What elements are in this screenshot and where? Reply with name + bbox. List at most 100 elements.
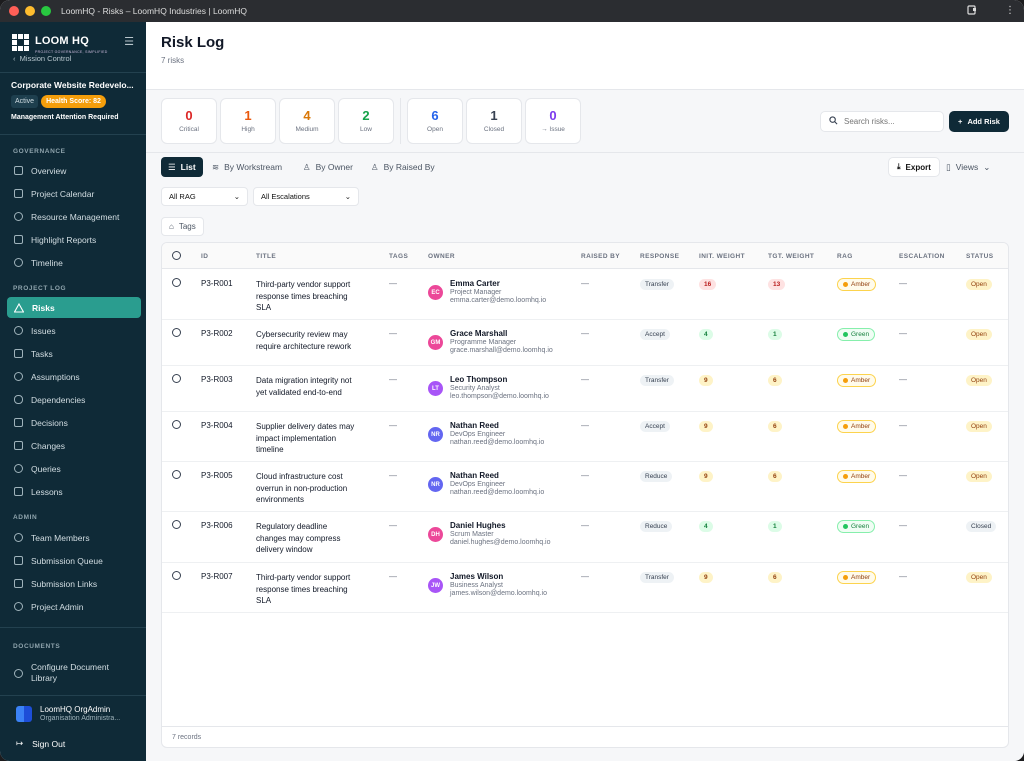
- table-row[interactable]: P3-R003 Data migration integrity not yet …: [162, 366, 1008, 412]
- sidebar-item-changes[interactable]: Changes: [7, 435, 141, 456]
- add-risk-button[interactable]: + Add Risk: [949, 111, 1009, 132]
- user-profile[interactable]: LoomHQ OrgAdmin Organisation Administra.…: [16, 705, 120, 722]
- init-weight-badge: 9: [699, 572, 713, 583]
- sidebar-item-resource-management[interactable]: Resource Management: [7, 206, 141, 227]
- risk-title[interactable]: Cloud infrastructure cost overrun in non-…: [256, 472, 348, 504]
- rag-filter[interactable]: All RAG ⌄: [161, 187, 248, 206]
- stat-to-issue[interactable]: 0 → Issue: [525, 98, 581, 144]
- tab-by-raised-by[interactable]: ♙ By Raised By: [371, 161, 435, 173]
- table-row[interactable]: P3-R002 Cybersecurity review may require …: [162, 320, 1008, 366]
- sidebar-item-tasks[interactable]: Tasks: [7, 343, 141, 364]
- search-input[interactable]: [844, 117, 934, 126]
- stat-medium[interactable]: 4 Medium: [279, 98, 335, 144]
- owner-avatar: EC: [428, 285, 443, 300]
- sidebar-item-submission-queue[interactable]: Submission Queue: [7, 550, 141, 571]
- risk-title[interactable]: Regulatory deadline changes may compress d…: [256, 522, 341, 554]
- sidebar-item-highlight-reports[interactable]: Highlight Reports: [7, 229, 141, 250]
- user-icon: ♙: [303, 161, 311, 172]
- sidebar-item-timeline[interactable]: Timeline: [7, 252, 141, 273]
- status-badge: Open: [966, 421, 992, 432]
- section-documents: DOCUMENTS: [13, 643, 61, 650]
- close-window-button[interactable]: [9, 6, 19, 16]
- maximize-window-button[interactable]: [41, 6, 51, 16]
- tgt-weight-badge: 1: [768, 521, 782, 532]
- sidebar-item-team-members[interactable]: Team Members: [7, 527, 141, 548]
- sidebar-item-overview[interactable]: Overview: [7, 160, 141, 181]
- stat-open[interactable]: 6 Open: [407, 98, 463, 144]
- sidebar-item-dependencies[interactable]: Dependencies: [7, 389, 141, 410]
- risk-id[interactable]: P3-R001: [201, 279, 233, 288]
- sidebar-item-issues[interactable]: Issues: [7, 320, 141, 341]
- tab-list[interactable]: ☰ List: [161, 157, 203, 177]
- owner-info: Emma Carter Project Manager emma.carter@…: [450, 279, 547, 304]
- sidebar-item-assumptions[interactable]: Assumptions: [7, 366, 141, 387]
- section-project-log: PROJECT LOG: [13, 285, 67, 292]
- row-checkbox[interactable]: [172, 420, 181, 429]
- raised-by: —: [581, 279, 589, 288]
- stats-row: 0 Critical 1 High 4 Medium 2 Low 6 Open 1 Clos…: [161, 98, 581, 144]
- row-checkbox[interactable]: [172, 278, 181, 287]
- sidebar-item-project-calendar[interactable]: Project Calendar: [7, 183, 141, 204]
- sidebar-item-decisions[interactable]: Decisions: [7, 412, 141, 433]
- sidebar-item-submission-links[interactable]: Submission Links: [7, 573, 141, 594]
- escalation-filter[interactable]: All Escalations ⌄: [253, 187, 359, 206]
- sign-out-button[interactable]: ↦ Sign Out: [16, 738, 66, 749]
- row-checkbox[interactable]: [172, 328, 181, 337]
- stat-high[interactable]: 1 High: [220, 98, 276, 144]
- table-row[interactable]: P3-R005 Cloud infrastructure cost overrun…: [162, 462, 1008, 512]
- risk-title[interactable]: Third-party vendor support response times…: [256, 280, 351, 312]
- row-checkbox[interactable]: [172, 520, 181, 529]
- menu-icon[interactable]: ☰: [124, 36, 134, 48]
- page-title: Risk Log: [161, 34, 225, 51]
- row-checkbox[interactable]: [172, 571, 181, 580]
- risk-id[interactable]: P3-R006: [201, 521, 233, 530]
- project-name[interactable]: Corporate Website Redevelo...: [11, 80, 134, 90]
- risk-title[interactable]: Cybersecurity review may require architec…: [256, 330, 352, 351]
- tab-by-workstream[interactable]: ≋ By Workstream: [212, 161, 283, 173]
- risk-id[interactable]: P3-R004: [201, 421, 233, 430]
- stat-closed[interactable]: 1 Closed: [466, 98, 522, 144]
- stat-low[interactable]: 2 Low: [338, 98, 394, 144]
- risk-id[interactable]: P3-R002: [201, 329, 233, 338]
- init-weight-badge: 9: [699, 471, 713, 482]
- search-box[interactable]: [820, 111, 944, 132]
- risk-id[interactable]: P3-R005: [201, 471, 233, 480]
- stat-critical[interactable]: 0 Critical: [161, 98, 217, 144]
- tab-by-owner[interactable]: ♙ By Owner: [303, 161, 353, 173]
- views-dropdown[interactable]: ▯ Views ⌄: [946, 161, 991, 173]
- response-badge: Accept: [640, 329, 670, 340]
- risk-title[interactable]: Third-party vendor support response times…: [256, 573, 351, 605]
- table-row[interactable]: P3-R007 Third-party vendor support respon…: [162, 563, 1008, 613]
- escalation: —: [899, 521, 907, 530]
- export-button[interactable]: ⤓ Export: [888, 157, 940, 177]
- back-to-mission-control[interactable]: ‹ Mission Control: [13, 54, 72, 63]
- row-checkbox[interactable]: [172, 374, 181, 383]
- sidebar-item-lessons[interactable]: Lessons: [7, 481, 141, 502]
- table-row[interactable]: P3-R006 Regulatory deadline changes may c…: [162, 512, 1008, 563]
- select-all-checkbox[interactable]: [172, 251, 181, 260]
- section-governance: GOVERNANCE: [13, 148, 66, 155]
- minimize-window-button[interactable]: [25, 6, 35, 16]
- sidebar-item-queries[interactable]: Queries: [7, 458, 141, 479]
- sidebar-item-risks[interactable]: Risks: [7, 297, 141, 318]
- table-row[interactable]: P3-R001 Third-party vendor support respon…: [162, 270, 1008, 320]
- risk-id[interactable]: P3-R007: [201, 572, 233, 581]
- extension-icon[interactable]: [966, 4, 978, 16]
- tags-filter[interactable]: ⌂ Tags: [161, 217, 204, 236]
- more-options-icon[interactable]: ⋮: [1005, 4, 1015, 16]
- status-badge: Active: [11, 95, 39, 108]
- row-checkbox[interactable]: [172, 470, 181, 479]
- page-header: Risk Log 7 risks: [146, 22, 1024, 90]
- risk-title[interactable]: Data migration integrity not yet validate…: [256, 376, 352, 397]
- sidebar-item-project-admin[interactable]: Project Admin: [7, 596, 141, 617]
- tgt-weight-badge: 6: [768, 421, 782, 432]
- risk-tags: —: [389, 572, 397, 581]
- owner-info: Nathan Reed DevOps Engineer nathan.reed@…: [450, 471, 545, 496]
- logo[interactable]: LOOM HQ PROJECT GOVERNANCE, SIMPLIFIED: [12, 31, 108, 54]
- risk-title[interactable]: Supplier delivery dates may impact implem…: [256, 422, 355, 454]
- sidebar-item-configure-document-library[interactable]: Configure Document Library: [7, 659, 141, 687]
- table-row[interactable]: P3-R004 Supplier delivery dates may impac…: [162, 412, 1008, 462]
- sidebar: LOOM HQ PROJECT GOVERNANCE, SIMPLIFIED ☰…: [0, 22, 146, 761]
- risk-id[interactable]: P3-R003: [201, 375, 233, 384]
